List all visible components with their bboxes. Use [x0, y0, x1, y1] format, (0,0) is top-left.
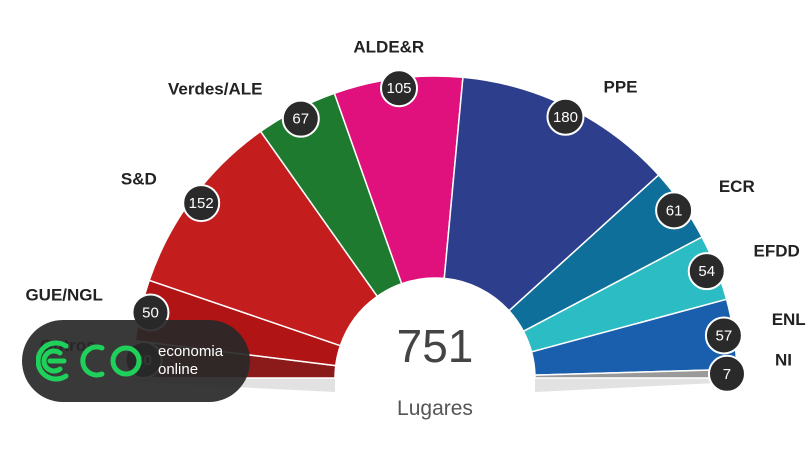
seat-count-s-d: 152	[189, 195, 214, 212]
group-label-efdd: EFDD	[753, 242, 799, 261]
seat-count-efdd: 54	[698, 263, 715, 280]
eco-logo-text: economia online	[158, 343, 223, 379]
seat-count-gue-ngl: 50	[142, 304, 159, 321]
group-label-verdes-ale: Verdes/ALE	[168, 80, 263, 99]
group-label-enl: ENL	[772, 310, 806, 329]
logo-line1: economia	[158, 343, 224, 360]
seat-count-enl: 57	[716, 327, 733, 344]
seat-count-ecr: 61	[666, 202, 683, 219]
seat-bubble-s-d	[182, 184, 221, 223]
group-label-s-d: S&D	[121, 169, 157, 188]
group-label-gue-ngl: GUE/NGL	[25, 285, 102, 304]
logo-line2: online	[158, 361, 199, 378]
seat-bubble-ecr	[655, 191, 694, 230]
eco-logo-icon	[36, 336, 146, 386]
group-label-ppe: PPE	[604, 78, 638, 97]
seat-bubble-ppe	[546, 97, 585, 136]
seat-bubbles: 3050152671051806154577	[124, 69, 746, 393]
seat-bubble-verdes-ale	[281, 99, 320, 138]
seat-bubble-ni	[707, 354, 746, 393]
seat-count-ppe: 180	[553, 109, 578, 126]
seat-bubble-efdd	[687, 252, 726, 291]
seat-count-ni: 7	[723, 366, 731, 383]
total-seats: 751	[397, 320, 474, 372]
eco-watermark: economia online	[22, 320, 250, 402]
seat-bubble-enl	[704, 316, 743, 355]
hemicycle-center	[335, 278, 535, 378]
seat-bubble-alde-r	[380, 69, 419, 108]
group-label-ni: NI	[775, 351, 792, 370]
total-seats-label: Lugares	[397, 397, 473, 420]
group-label-ecr: ECR	[719, 177, 755, 196]
group-label-alde-r: ALDE&R	[353, 37, 424, 56]
seat-count-alde-r: 105	[387, 80, 412, 97]
hemicycle-shadow	[133, 378, 737, 392]
seat-count-verdes-ale: 67	[292, 111, 309, 128]
